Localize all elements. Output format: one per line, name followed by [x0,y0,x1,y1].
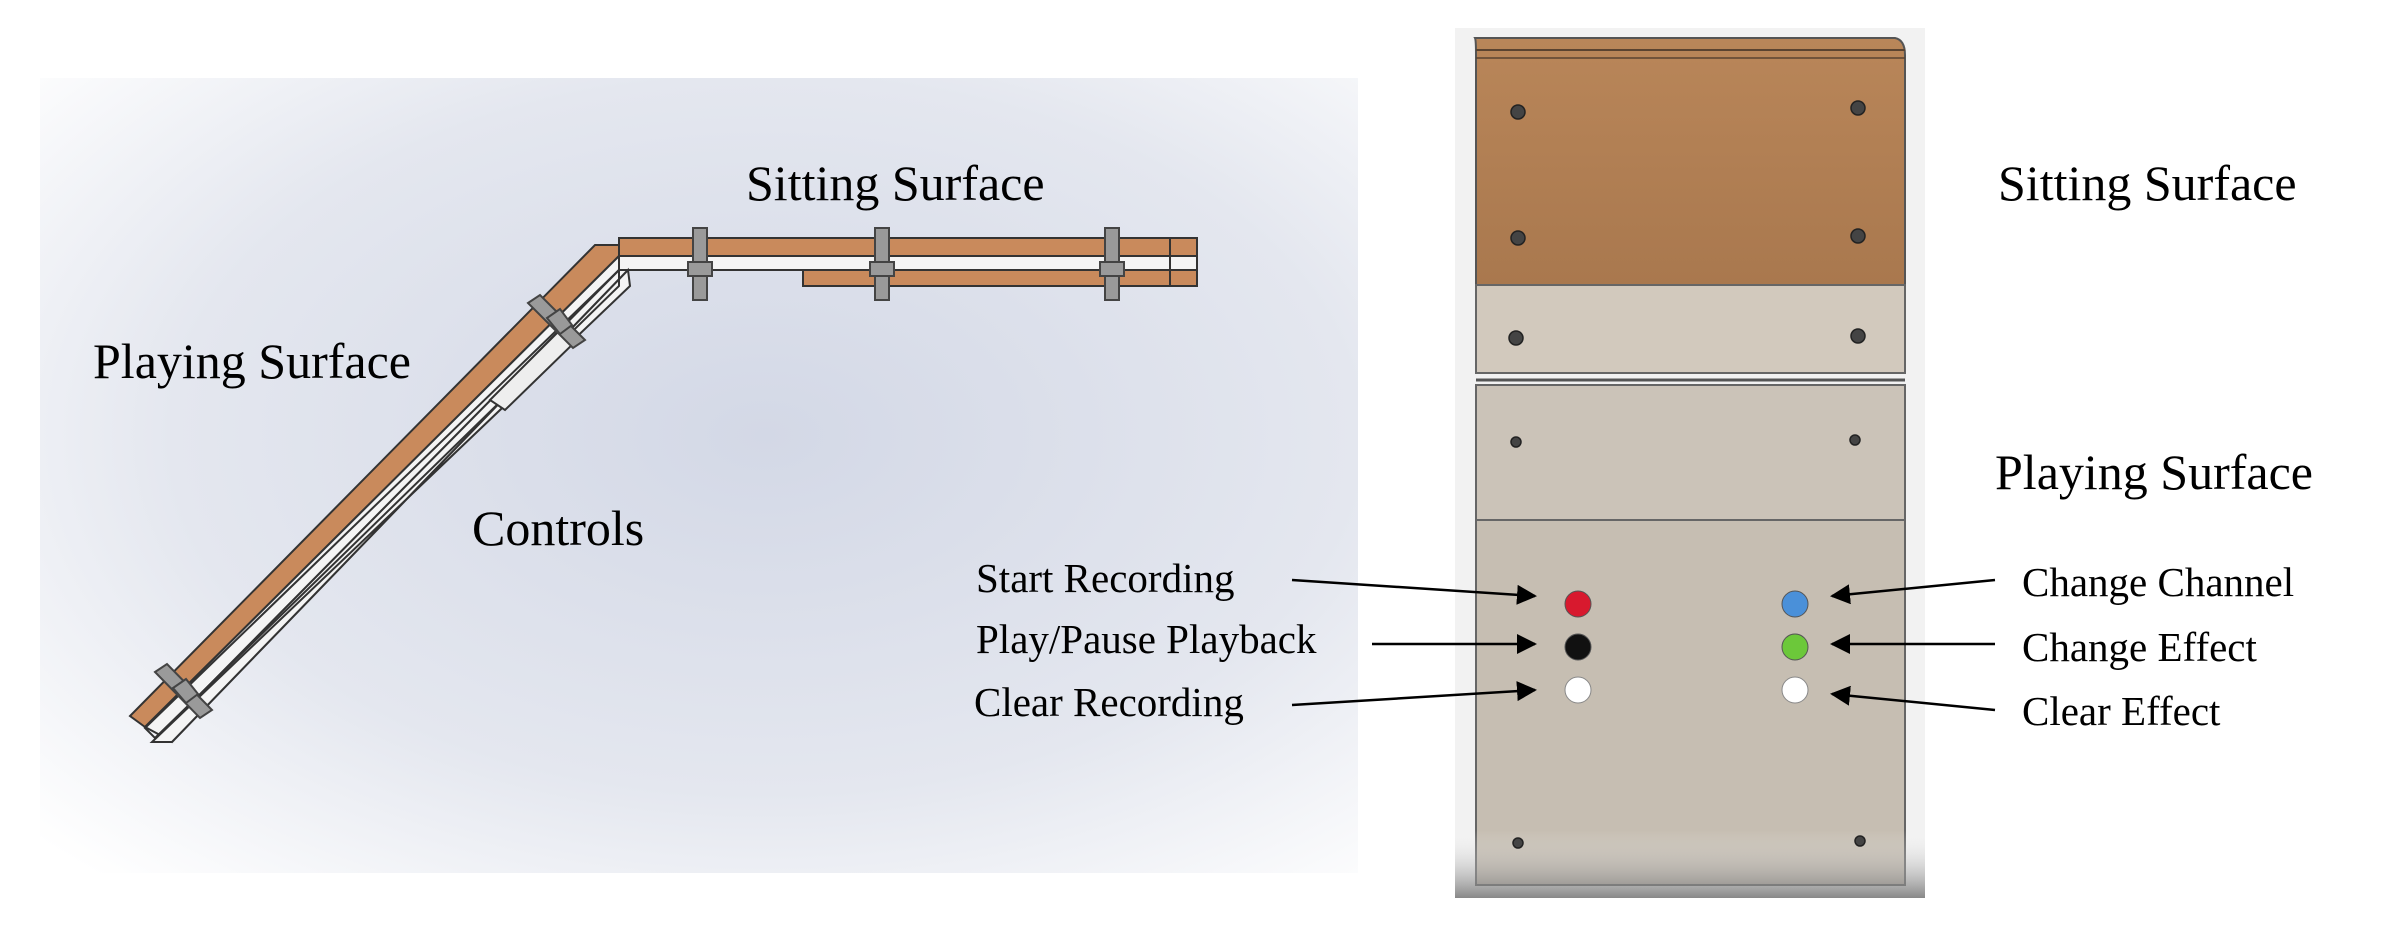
top-view-screws [1508,100,1866,849]
sitting-bolts [687,227,1125,301]
play-pause-button[interactable] [1564,633,1592,661]
change-effect-label: Change Effect [2022,624,2257,670]
top-sitting-surface-label: Sitting Surface [1998,155,2297,211]
playing-acrylic-outline [143,267,620,740]
side-controls-label: Controls [472,500,645,556]
side-sitting-surface-label: Sitting Surface [746,155,1045,211]
side-view-background [40,78,1358,873]
clear-recording-button[interactable] [1564,676,1592,704]
top-view-wood-panel [1473,37,1906,286]
clear-effect-label: Clear Effect [2022,688,2221,734]
change-effect-button[interactable] [1781,633,1809,661]
play-pause-label: Play/Pause Playback [976,616,1317,662]
change-channel-button[interactable] [1781,590,1809,618]
start-recording-label: Start Recording [976,555,1235,601]
clear-effect-button[interactable] [1781,676,1809,704]
callout-arrows [1291,578,1996,712]
top-view-acrylic-band [1475,284,1906,374]
playing-bolts [153,293,587,720]
arrow-clear-recording [1291,681,1537,707]
change-channel-label: Change Channel [2022,559,2295,605]
arrow-change-channel [1830,578,1996,605]
arrow-start-recording [1291,578,1537,605]
arrow-clear-effect [1830,685,1996,712]
side-playing-surface-label: Playing Surface [93,333,411,389]
clear-recording-label: Clear Recording [974,679,1244,725]
sitting-lower-wood [802,269,1198,287]
top-playing-surface-label: Playing Surface [1995,444,2313,500]
start-recording-button[interactable] [1564,590,1592,618]
top-view-upper-playing-panel [1475,384,1906,521]
